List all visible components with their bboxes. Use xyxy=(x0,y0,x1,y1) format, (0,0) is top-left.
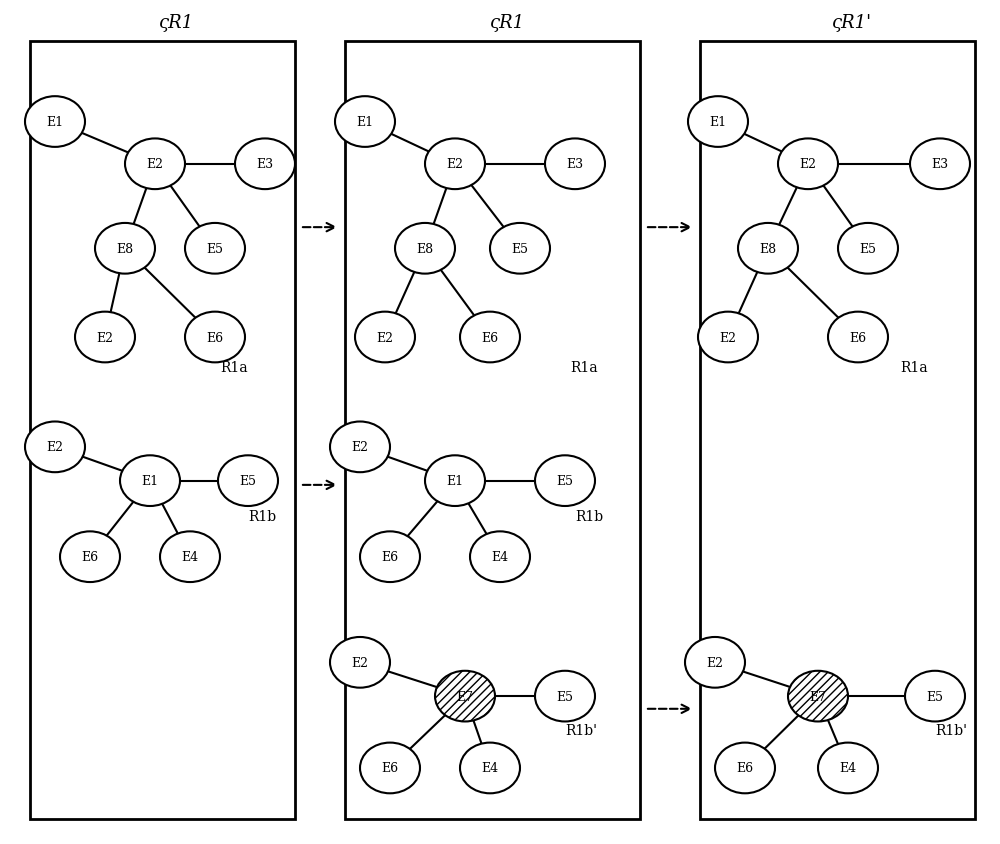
Text: E1: E1 xyxy=(356,116,374,129)
Text: E2: E2 xyxy=(376,331,394,344)
Circle shape xyxy=(185,312,245,363)
Circle shape xyxy=(25,97,85,148)
Circle shape xyxy=(330,637,390,688)
Text: E1: E1 xyxy=(709,116,727,129)
Text: R1b: R1b xyxy=(575,510,603,523)
Circle shape xyxy=(335,97,395,148)
Text: R1b: R1b xyxy=(248,510,276,523)
Circle shape xyxy=(435,671,495,722)
Text: E1: E1 xyxy=(141,474,159,488)
Circle shape xyxy=(425,139,485,190)
Circle shape xyxy=(828,312,888,363)
Circle shape xyxy=(60,532,120,582)
Circle shape xyxy=(715,743,775,793)
FancyBboxPatch shape xyxy=(30,42,295,819)
FancyBboxPatch shape xyxy=(345,42,640,819)
Text: E2: E2 xyxy=(352,441,368,454)
Circle shape xyxy=(160,532,220,582)
Circle shape xyxy=(25,422,85,473)
Circle shape xyxy=(490,224,550,274)
Circle shape xyxy=(425,456,485,506)
Circle shape xyxy=(838,224,898,274)
Text: E2: E2 xyxy=(146,158,164,171)
Text: ςR1: ςR1 xyxy=(158,14,193,32)
Text: E6: E6 xyxy=(849,331,867,344)
Circle shape xyxy=(75,312,135,363)
Circle shape xyxy=(545,139,605,190)
Circle shape xyxy=(778,139,838,190)
Text: E6: E6 xyxy=(81,550,99,564)
Text: E5: E5 xyxy=(512,242,528,256)
Circle shape xyxy=(535,671,595,722)
FancyBboxPatch shape xyxy=(700,42,975,819)
Text: E8: E8 xyxy=(116,242,134,256)
Circle shape xyxy=(535,456,595,506)
Text: R1a: R1a xyxy=(900,360,928,374)
Text: E4: E4 xyxy=(839,761,857,775)
Text: E2: E2 xyxy=(720,331,736,344)
Text: E6: E6 xyxy=(206,331,224,344)
Text: E3: E3 xyxy=(256,158,274,171)
Circle shape xyxy=(125,139,185,190)
Text: E7: E7 xyxy=(456,690,474,703)
Text: ςR1': ςR1' xyxy=(831,14,871,32)
Text: E5: E5 xyxy=(556,690,574,703)
Text: E5: E5 xyxy=(556,474,574,488)
Text: E6: E6 xyxy=(481,331,499,344)
Circle shape xyxy=(360,743,420,793)
Text: E4: E4 xyxy=(491,550,509,564)
Text: R1a: R1a xyxy=(220,360,248,374)
Text: E1: E1 xyxy=(446,474,464,488)
Text: E3: E3 xyxy=(566,158,584,171)
Text: E6: E6 xyxy=(381,550,399,564)
Text: E1: E1 xyxy=(46,116,64,129)
Text: E2: E2 xyxy=(46,441,64,454)
Circle shape xyxy=(910,139,970,190)
Circle shape xyxy=(698,312,758,363)
Text: E4: E4 xyxy=(481,761,499,775)
Circle shape xyxy=(460,743,520,793)
Text: E6: E6 xyxy=(736,761,754,775)
Text: E5: E5 xyxy=(926,690,944,703)
Circle shape xyxy=(460,312,520,363)
Text: E8: E8 xyxy=(759,242,777,256)
Text: E3: E3 xyxy=(931,158,949,171)
Text: E5: E5 xyxy=(240,474,256,488)
Circle shape xyxy=(355,312,415,363)
Circle shape xyxy=(788,671,848,722)
Circle shape xyxy=(360,532,420,582)
Circle shape xyxy=(330,422,390,473)
Text: E5: E5 xyxy=(860,242,876,256)
Text: ςR1: ςR1 xyxy=(490,14,525,32)
Text: E6: E6 xyxy=(381,761,399,775)
Text: E2: E2 xyxy=(446,158,464,171)
Circle shape xyxy=(685,637,745,688)
Text: E8: E8 xyxy=(416,242,434,256)
Circle shape xyxy=(120,456,180,506)
Circle shape xyxy=(470,532,530,582)
Circle shape xyxy=(905,671,965,722)
Text: R1b': R1b' xyxy=(565,723,597,737)
Text: E4: E4 xyxy=(181,550,199,564)
Text: R1a: R1a xyxy=(570,360,598,374)
Text: R1b': R1b' xyxy=(935,723,967,737)
Circle shape xyxy=(218,456,278,506)
Circle shape xyxy=(95,224,155,274)
Circle shape xyxy=(395,224,455,274)
Text: E2: E2 xyxy=(352,656,368,669)
Circle shape xyxy=(738,224,798,274)
Circle shape xyxy=(688,97,748,148)
Text: E5: E5 xyxy=(207,242,224,256)
Text: E7: E7 xyxy=(810,690,826,703)
Circle shape xyxy=(235,139,295,190)
Circle shape xyxy=(818,743,878,793)
Text: E2: E2 xyxy=(800,158,816,171)
Text: E2: E2 xyxy=(96,331,114,344)
Circle shape xyxy=(185,224,245,274)
Text: E2: E2 xyxy=(706,656,724,669)
